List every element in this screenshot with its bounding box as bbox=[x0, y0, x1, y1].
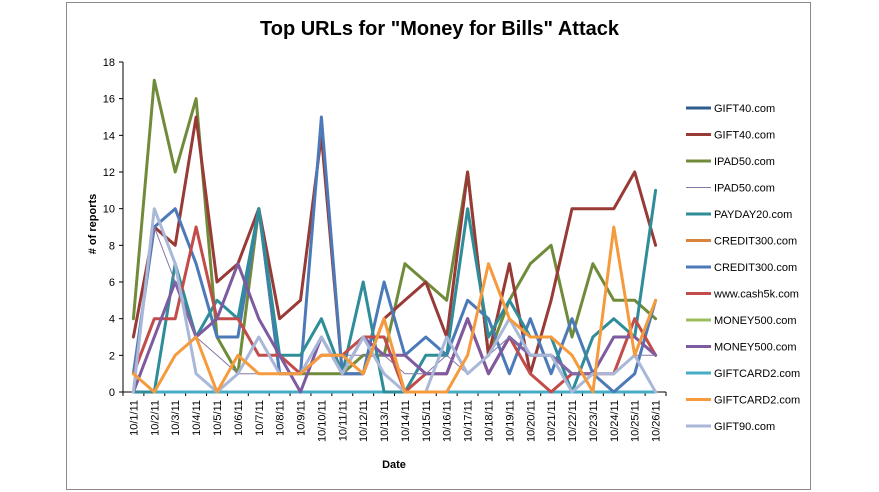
legend-entry: MONEY500.com bbox=[714, 342, 797, 354]
series-line-7 bbox=[131, 115, 658, 394]
x-tick-label: 10/12/11 bbox=[358, 400, 370, 442]
y-tick-label: 10 bbox=[103, 204, 115, 216]
x-tick-label: 10/22/11 bbox=[567, 400, 579, 442]
x-tick-label: 10/19/11 bbox=[504, 400, 516, 442]
x-tick-label: 10/17/11 bbox=[463, 400, 475, 442]
y-tick-label: 6 bbox=[109, 277, 115, 289]
y-tick-label: 14 bbox=[103, 130, 115, 142]
x-tick-label: 10/18/11 bbox=[483, 400, 495, 442]
y-tick-label: 4 bbox=[109, 314, 115, 326]
x-tick-label: 10/10/11 bbox=[316, 400, 328, 442]
x-tick-label: 10/25/11 bbox=[630, 400, 642, 442]
x-tick-label: 10/26/11 bbox=[651, 400, 663, 442]
x-tick-label: 10/5/11 bbox=[212, 400, 224, 436]
x-tick-label: 10/1/11 bbox=[128, 400, 140, 436]
legend-entry: CREDIT300.com bbox=[714, 262, 797, 274]
x-tick-label: 10/15/11 bbox=[421, 400, 433, 442]
x-tick-label: 10/4/11 bbox=[191, 400, 203, 436]
y-tick-label: 12 bbox=[103, 167, 115, 179]
x-tick-label: 10/8/11 bbox=[275, 400, 287, 436]
y-tick-label: 8 bbox=[109, 240, 115, 252]
x-axis-label: Date bbox=[382, 459, 406, 471]
legend-entry: IPAD50.com bbox=[714, 156, 775, 168]
series-line-2 bbox=[131, 115, 658, 376]
y-tick-label: 16 bbox=[103, 94, 115, 106]
legend-entry: MONEY500.com bbox=[714, 315, 797, 327]
x-tick-label: 10/2/11 bbox=[149, 400, 161, 436]
series-line-5 bbox=[131, 188, 658, 394]
x-tick-label: 10/14/11 bbox=[400, 400, 412, 442]
legend-entry: GIFT90.com bbox=[714, 421, 775, 433]
legend-entry: GIFT40.com bbox=[714, 130, 775, 142]
legend-entry: www.cash5k.com bbox=[713, 289, 799, 301]
legend-entry: CREDIT300.com bbox=[714, 236, 797, 248]
x-tick-label: 10/6/11 bbox=[233, 400, 245, 436]
x-tick-label: 10/16/11 bbox=[442, 400, 454, 442]
series-line-13 bbox=[131, 207, 658, 394]
y-tick-label: 0 bbox=[109, 387, 115, 399]
legend-entry: GIFT40.com bbox=[714, 103, 775, 115]
y-axis-label: # of reports bbox=[87, 194, 99, 255]
legend-entry: IPAD50.com bbox=[714, 183, 775, 195]
x-tick-label: 10/23/11 bbox=[588, 400, 600, 442]
x-tick-label: 10/3/11 bbox=[170, 400, 182, 436]
y-tick-label: 2 bbox=[109, 350, 115, 362]
legend-entry: GIFTCARD2.com bbox=[714, 395, 800, 407]
series-line-12 bbox=[131, 225, 658, 394]
x-tick-label: 10/21/11 bbox=[546, 400, 558, 442]
series-line-4 bbox=[132, 226, 657, 375]
x-tick-label: 10/20/11 bbox=[525, 400, 537, 442]
legend-entry: PAYDAY20.com bbox=[714, 209, 792, 221]
y-tick-label: 18 bbox=[103, 57, 115, 69]
x-tick-label: 10/24/11 bbox=[609, 400, 621, 442]
chart-title: Top URLs for "Money for Bills" Attack bbox=[260, 18, 619, 40]
x-tick-label: 10/11/11 bbox=[337, 400, 349, 441]
x-tick-label: 10/13/11 bbox=[379, 400, 391, 442]
legend-entry: GIFTCARD2.com bbox=[714, 368, 800, 380]
x-tick-label: 10/7/11 bbox=[254, 400, 266, 436]
x-tick-label: 10/9/11 bbox=[296, 400, 308, 436]
